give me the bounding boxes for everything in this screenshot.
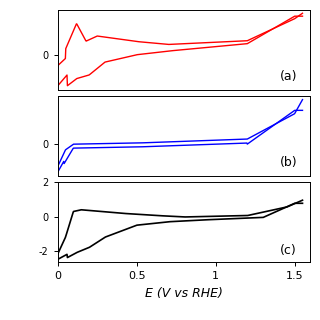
X-axis label: E (V vs RHE): E (V vs RHE) xyxy=(145,287,223,300)
Text: (a): (a) xyxy=(280,70,298,83)
Text: (c): (c) xyxy=(280,244,297,257)
Text: (b): (b) xyxy=(280,156,298,169)
